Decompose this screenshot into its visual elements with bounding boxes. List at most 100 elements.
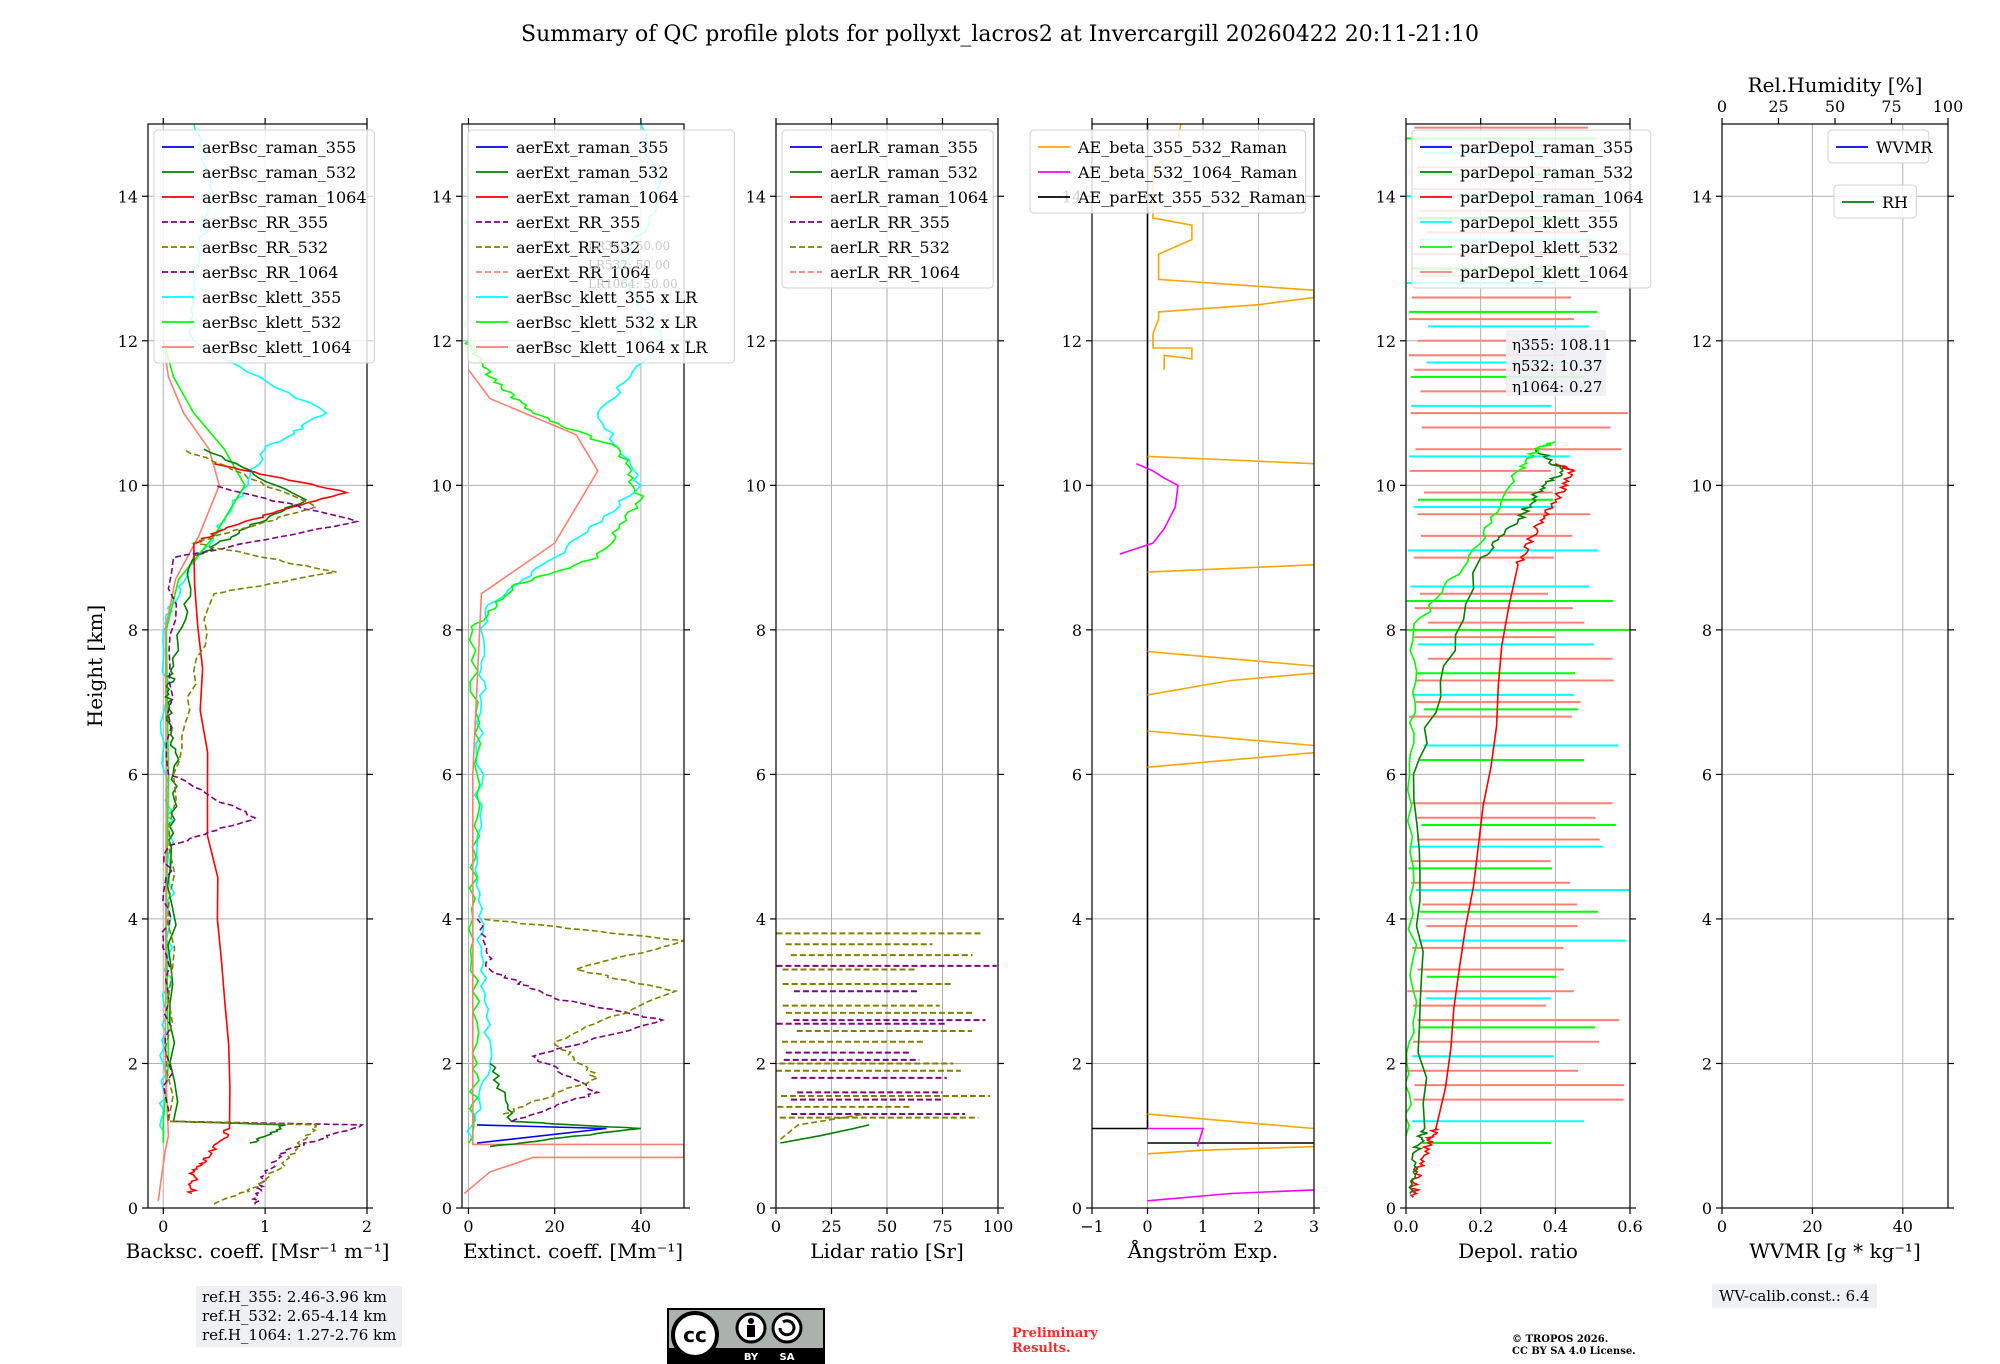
copyright-line-2: CC BY SA 4.0 License. [1512,1346,1636,1357]
legend-label: aerExt_RR_355 [516,213,640,232]
data-layer [1092,124,1314,1202]
series-AE_beta_355_532_Raman_g [1147,564,1314,573]
y-tick-label: 2 [128,1054,138,1073]
x-tick-label: −1 [1080,1217,1104,1236]
legend-label: aerBsc_raman_532 [202,163,356,182]
y-tick-label: 8 [756,621,766,640]
legend-label: aerExt_raman_532 [516,163,669,182]
series-aerBsc_raman_532 [164,448,308,1144]
top-x-tick-label: 25 [1768,97,1788,116]
legend-label: aerLR_raman_1064 [830,188,988,207]
eta-label: η532: 10.37 [1512,357,1602,375]
x-tick-label: 0 [158,1217,168,1236]
ref-height-532: ref.H_532: 2.65-4.14 km [202,1307,387,1325]
panel-depol: 0 2 4 6 8 10 12 14 0.0 0.2 0.4 0.6 Depol. ratio parDe… [1376,118,1652,1263]
eta-box [1506,330,1606,396]
series-AE_beta_355_532_Raman_h [1147,455,1314,465]
axes-frame [1405,123,1631,1209]
data-layer [463,124,684,1195]
y-tick-label: 4 [128,910,138,929]
y-tick-label: 6 [756,765,766,784]
series-parDepol_raman_532 [1408,448,1564,1195]
wv-calibration-box: WV-calib.const.: 6.4 [1712,1284,1877,1308]
top-x-tick-label: 100 [1933,97,1964,116]
y-tick-label: 8 [1386,621,1396,640]
axes-frame [461,123,685,1209]
y-tick-label: 4 [756,910,766,929]
preliminary-line-2: Results. [1012,1341,1071,1356]
legend-label: AE_beta_532_1064_Raman [1077,163,1297,182]
x-axis-label-ae: Ångström Exp. [1127,1238,1278,1263]
y-tick-label: 14 [1376,187,1396,206]
y-tick-label: 12 [1062,332,1082,351]
panel-ext: 0 2 4 6 8 10 12 14 0 20 40 Extinct. coeff. [Mm⁻¹] ae… [432,118,735,1263]
axes-frame [147,123,368,1209]
y-tick-label: 6 [128,765,138,784]
y-tick-label: 6 [1702,765,1712,784]
x-tick-label: 0 [771,1217,781,1236]
legend-label: aerBsc_RR_532 [202,238,328,257]
y-tick-label: 0 [756,1199,766,1218]
eta-label: η355: 108.11 [1512,336,1612,354]
series-AE_beta_355_532_Raman_e [1147,672,1314,696]
x-tick-label: 0.2 [1468,1217,1493,1236]
lr-label: LR1064: 50.00 [588,277,678,291]
series-aerBsc_RR_532 [164,448,337,1205]
legend-box [1029,129,1307,214]
ref-height-1064: ref.H_1064: 1.27-2.76 km [202,1326,397,1344]
legend-label: parDepol_klett_1064 [1460,263,1629,282]
y-tick-label: 0 [442,1199,452,1218]
legend-box [781,129,994,289]
legend-label: aerLR_RR_355 [830,213,950,232]
series-aerExt_RR_532 [481,918,684,1115]
y-tick-label: 8 [1702,621,1712,640]
x-tick-label: 0.6 [1617,1217,1642,1236]
legend-label: aerBsc_klett_1064 [202,338,351,357]
y-tick-label: 10 [432,476,452,495]
y-tick-label: 0 [128,1199,138,1218]
panel-lr: 0 2 4 6 8 10 12 14 0 25 50 75 100 Lidar ratio [Sr] aer… [746,118,1014,1263]
x-axis-label-wv: WVMR [g * kg⁻¹] [1749,1239,1921,1263]
x-axis-label-lr: Lidar ratio [Sr] [810,1239,964,1263]
x-tick-label: 50 [877,1217,897,1236]
svg-text:cc: cc [683,1323,707,1347]
x-tick-label: 100 [983,1217,1014,1236]
x-tick-label: 2 [1253,1217,1263,1236]
y-tick-label: 10 [1376,476,1396,495]
series-parDepol_raman_1064 [1409,462,1577,1198]
y-tick-label: 10 [1062,476,1082,495]
legend-box [1827,129,1930,164]
series-aerBsc_raman_1064 [185,462,350,1195]
y-tick-label: 2 [1386,1054,1396,1073]
legend-label: aerBsc_raman_355 [202,138,356,157]
legend-label: aerBsc_raman_1064 [202,188,367,207]
legend-label: aerBsc_klett_355 x LR [516,288,698,307]
legend-label: aerLR_RR_1064 [830,263,960,282]
y-tick-label: 12 [1692,332,1712,351]
x-tick-label: 40 [631,1217,651,1236]
x-tick-label: 1 [1198,1217,1208,1236]
y-tick-label: 4 [1702,910,1712,929]
y-tick-label: 0 [1702,1199,1712,1218]
figure-title: Summary of QC profile plots for pollyxt_… [521,22,1479,47]
y-tick-label: 8 [442,621,452,640]
legend-label: parDepol_klett_532 [1460,238,1618,257]
y-tick-label: 2 [442,1054,452,1073]
series-aerLR_RR_532 [779,1113,865,1140]
x-axis-label-depol: Depol. ratio [1458,1239,1578,1263]
y-tick-label: 6 [1386,765,1396,784]
legend-box-2 [1833,184,1917,219]
legend-label: parDepol_raman_1064 [1460,188,1644,207]
series-AE_parExt_355_532_Raman [1092,124,1149,1130]
series-aerExt_raman_355 [477,1124,607,1144]
y-tick-label: 2 [756,1054,766,1073]
legend-box [467,129,735,364]
legend-label: aerExt_RR_532 [516,238,640,257]
series-AE_beta_532_1064_Raman_c [1147,1127,1205,1147]
y-tick-label: 4 [1386,910,1396,929]
y-tick-label: 12 [432,332,452,351]
y-tick-label: 10 [746,476,766,495]
x-tick-label: 0.4 [1543,1217,1568,1236]
ref-height-355: ref.H_355: 2.46-3.96 km [202,1288,387,1306]
